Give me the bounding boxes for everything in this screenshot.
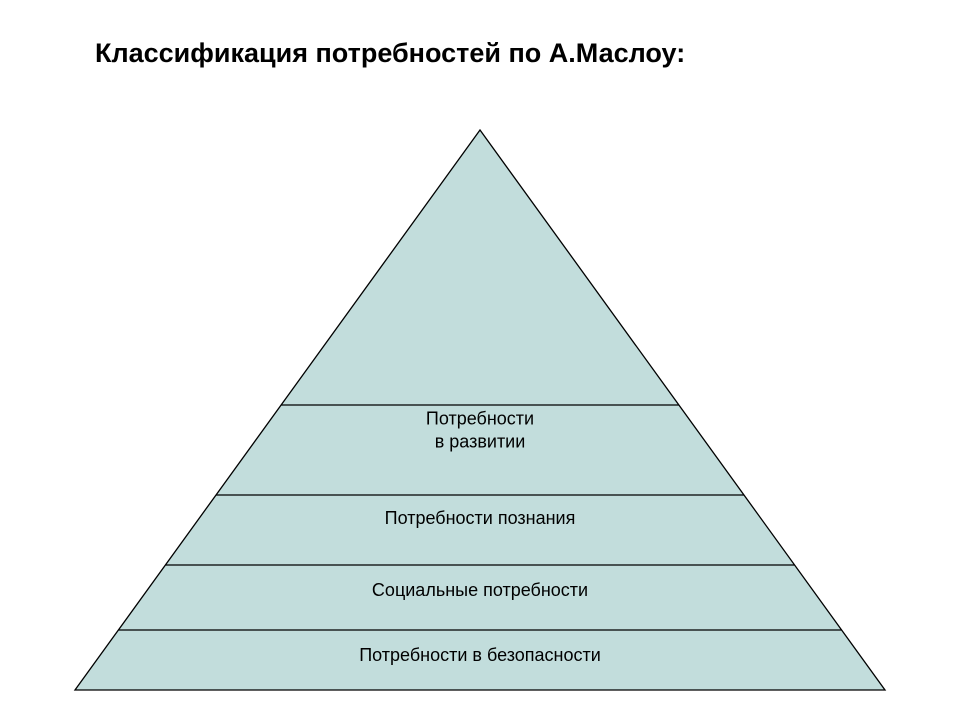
pyramid-level-label: Потребности в безопасности bbox=[359, 644, 601, 667]
diagram-canvas: Классификация потребностей по А.Маслоу: … bbox=[0, 0, 960, 720]
pyramid-level-label: Потребности познания bbox=[385, 507, 576, 530]
pyramid-level-label: Потребности в развитии bbox=[426, 408, 534, 453]
maslow-pyramid bbox=[0, 0, 960, 720]
pyramid-level-label: Социальные потребности bbox=[372, 579, 588, 602]
